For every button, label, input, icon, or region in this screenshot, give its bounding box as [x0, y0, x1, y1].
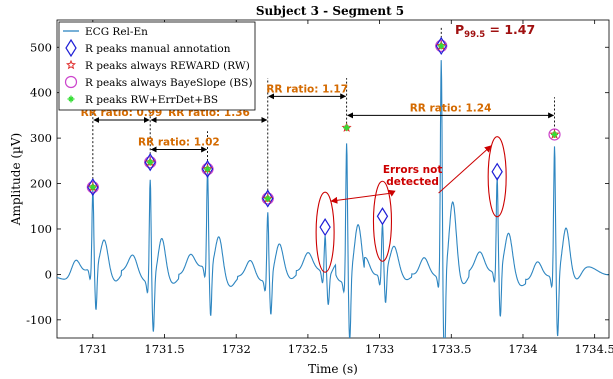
- manual-annotation-marker: [491, 162, 503, 181]
- combined-marker: [552, 132, 557, 137]
- bayeslope-marker: [548, 128, 561, 141]
- legend-label: R peaks RW+ErrDet+BS: [85, 94, 218, 106]
- rr-ratio-label: RR ratio: 1.17: [266, 83, 348, 95]
- ecg-signal-line: [57, 60, 609, 338]
- x-tick-label: 1733.5: [431, 342, 471, 356]
- manual-annotation-marker: [376, 207, 389, 226]
- errors-not-detected-label: Errors not: [383, 164, 443, 176]
- error-arrow: [330, 192, 393, 204]
- combined-marker: [90, 184, 96, 190]
- x-tick-label: 1734: [508, 342, 537, 356]
- percentile-subscript: 99.5: [464, 30, 485, 40]
- x-tick-label: 1732.5: [288, 342, 328, 356]
- error-ellipse: [487, 136, 507, 218]
- x-tick-label: 1733: [365, 342, 394, 356]
- x-tick-label: 1732: [222, 342, 251, 356]
- x-axis-label: Time (s): [308, 362, 358, 376]
- error-arrow: [438, 145, 492, 194]
- combined-marker: [438, 43, 444, 49]
- manual-annotation-marker: [65, 38, 77, 58]
- percentile-value: = 1.47: [485, 22, 535, 37]
- combined-marker: [265, 196, 271, 201]
- y-tick-label: -100: [26, 313, 52, 327]
- combined-marker: [68, 96, 74, 102]
- legend-label: R peaks always BayeSlope (BS): [85, 77, 252, 89]
- y-axis-label: Amplitude (µV): [9, 133, 23, 226]
- errors-not-detected-label: detected: [386, 176, 439, 188]
- manual-annotation-marker: [144, 153, 156, 172]
- y-tick-label: 500: [30, 40, 52, 54]
- legend-label: ECG Rel-En: [85, 26, 148, 38]
- y-tick-label: 0: [45, 267, 52, 281]
- y-tick-label: 400: [30, 86, 52, 100]
- combined-marker: [147, 159, 153, 165]
- rr-ratio-label: RR ratio: 1.02: [138, 136, 220, 148]
- y-tick-label: 100: [30, 222, 52, 236]
- manual-annotation-marker: [87, 178, 99, 197]
- legend-box: [58, 21, 256, 111]
- percentile-label: P: [455, 22, 464, 37]
- combined-marker: [344, 125, 350, 131]
- bayeslope-marker: [64, 75, 78, 89]
- peak-markers: [86, 36, 561, 237]
- rr-ratio-label: RR ratio: 1.24: [410, 102, 492, 114]
- manual-annotation-marker: [319, 218, 331, 237]
- legend-label: R peaks manual annotation: [85, 43, 231, 55]
- combined-marker: [205, 166, 210, 172]
- manual-annotation-marker: [201, 159, 214, 179]
- x-tick-label: 1734.5: [575, 342, 613, 356]
- manual-annotation-marker: [435, 36, 447, 56]
- manual-annotation-marker: [262, 189, 274, 208]
- error-ellipse: [372, 180, 393, 262]
- x-tick-label: 1731.5: [144, 342, 184, 356]
- x-tick-label: 1731: [78, 342, 107, 356]
- chart-title: Subject 3 - Segment 5: [256, 4, 404, 18]
- axis-ticks: 1731 1731.5 1732 1732.5 1733 1733.5 1734 1734.5…: [26, 20, 613, 356]
- legend: ECG Rel-En R peaks manual annotation R pea…: [58, 21, 256, 111]
- legend-label: R peaks always REWARD (RW): [85, 60, 250, 72]
- percentile-annotation: P99.5 = 1.47: [455, 22, 535, 40]
- y-tick-label: 300: [30, 131, 52, 145]
- error-arrow: [387, 189, 396, 197]
- error-ellipse: [315, 191, 335, 273]
- y-tick-label: 200: [30, 177, 52, 191]
- reward-marker: [66, 59, 76, 70]
